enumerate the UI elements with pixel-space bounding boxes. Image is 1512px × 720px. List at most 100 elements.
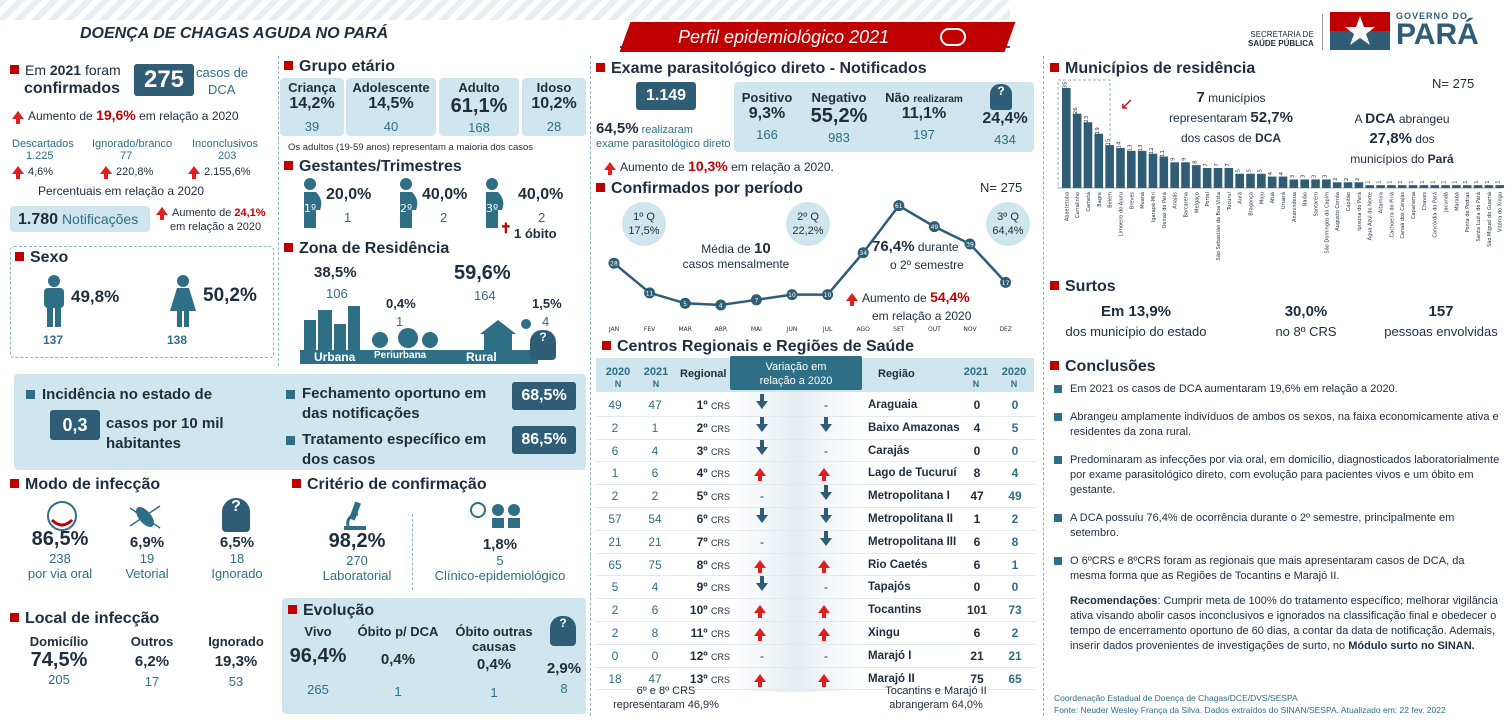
notificacoes-box: 1.780 Notificações bbox=[10, 206, 150, 232]
bar-value-label: 1 bbox=[1366, 180, 1372, 184]
bar bbox=[1495, 185, 1505, 188]
gov-logo-text: GOVERNO DO PARÁ bbox=[1396, 11, 1479, 51]
people-icon bbox=[940, 28, 966, 46]
bar-value-label: 3 bbox=[1322, 174, 1328, 178]
cell-crs: 9º CRS bbox=[696, 580, 730, 595]
bar-value-label: 9 bbox=[1181, 157, 1187, 161]
cell-2021: 6 bbox=[651, 603, 659, 618]
x-tick-label: Breves bbox=[1129, 192, 1135, 209]
x-tick-label: Santarém bbox=[1313, 192, 1320, 216]
cell-2020-reg: 65 bbox=[1008, 671, 1022, 686]
criterio-section: Critério de confirmação 98,2% 270 Laborato… bbox=[292, 474, 586, 594]
data-label: 61 bbox=[895, 203, 903, 210]
x-tick-label: Cachoeira do Piriá bbox=[1388, 192, 1395, 237]
bar bbox=[1224, 168, 1234, 188]
x-tick-label: Anajás bbox=[1172, 192, 1179, 209]
data-label: 28 bbox=[610, 261, 618, 268]
bar bbox=[1278, 176, 1288, 188]
cell-2021-reg: 21 bbox=[970, 648, 984, 663]
city-rural-illustration bbox=[300, 304, 538, 367]
pregnant-icon: 2º bbox=[394, 178, 420, 231]
table-row: 2 2 5º CRS - Metropolitana I 47 49 bbox=[596, 485, 1036, 508]
cell-var-regional bbox=[752, 622, 772, 645]
bar-value-label: 1 bbox=[1442, 180, 1448, 184]
cell-2021: 0 bbox=[651, 648, 659, 663]
table-row: 21 21 7º CRS - Metropolitana III 6 8 bbox=[596, 530, 1036, 554]
cell-var-regiao: - bbox=[816, 394, 836, 417]
cell-var-regional bbox=[752, 416, 772, 440]
table-row: 2 1 2º CRS Baixo Amazonas 4 5 bbox=[596, 416, 1036, 440]
cell-2020-reg: 4 bbox=[1011, 466, 1019, 481]
cell-crs: 2º CRS bbox=[696, 420, 730, 435]
data-point bbox=[964, 238, 976, 250]
cell-2020: 1 bbox=[611, 466, 619, 481]
bar-value-label: 26 bbox=[1073, 107, 1079, 114]
bar-value-label: 23 bbox=[1084, 115, 1090, 122]
cell-2020: 21 bbox=[608, 534, 622, 549]
arrow-up-icon bbox=[754, 468, 766, 482]
cell-2021: 6 bbox=[651, 466, 659, 481]
cell-2021-reg: 6 bbox=[973, 534, 981, 549]
bar bbox=[1202, 168, 1212, 188]
cell-2021-reg: 1 bbox=[973, 512, 981, 526]
pregnant-icon: 1º bbox=[298, 178, 324, 231]
x-tick-label: Bagre bbox=[1097, 192, 1103, 207]
cell-crs: 4º CRS bbox=[696, 466, 730, 481]
bar-value-label: 8 bbox=[1192, 160, 1198, 164]
arrow-down-icon bbox=[756, 416, 768, 432]
arrow-icon: ↙ bbox=[1120, 96, 1134, 113]
x-tick-label: Cametá bbox=[1085, 192, 1092, 212]
bar bbox=[1159, 156, 1169, 188]
x-tick-label: Portel bbox=[1205, 192, 1211, 206]
cell-regiao: Xingu bbox=[868, 627, 900, 639]
bar bbox=[1072, 113, 1082, 188]
cell-regiao: Tocantins bbox=[868, 604, 922, 617]
bar bbox=[1246, 173, 1255, 188]
bar-value-label: 1 bbox=[1496, 180, 1502, 184]
cell-var-regiao bbox=[816, 462, 836, 485]
bar-value-label: 1 bbox=[1474, 180, 1480, 184]
question-person-icon: ? bbox=[990, 84, 1012, 110]
cell-regiao: Rio Caetés bbox=[868, 558, 928, 571]
cell-var-regional: - bbox=[752, 645, 772, 668]
cell-regiao: Tapajós bbox=[868, 581, 911, 594]
no-change-label: - bbox=[824, 648, 828, 663]
cell-2021-reg: 6 bbox=[973, 557, 981, 572]
insect-icon bbox=[128, 502, 162, 535]
cell-var-regiao bbox=[816, 485, 836, 508]
table-row: 5 4 9º CRS - Tapajós 0 0 bbox=[596, 576, 1036, 600]
x-tick-label: São Miguel do Guamá bbox=[1486, 192, 1493, 247]
cell-var-regional bbox=[752, 508, 772, 531]
bar bbox=[1235, 173, 1244, 188]
cell-2020-reg: 1 bbox=[1011, 557, 1019, 572]
x-tick-label: São Domingos do Capim bbox=[1324, 192, 1330, 254]
page-title: DOENÇA DE CHAGAS AGUDA NO PARÁ bbox=[80, 25, 389, 42]
modo-section: Modo de infecção ? 86,5% 238 por via oral … bbox=[10, 474, 278, 594]
bar bbox=[1322, 179, 1331, 188]
arrow-down-icon bbox=[756, 576, 768, 592]
cell-crs: 6º CRS bbox=[696, 512, 730, 526]
no-change-label: - bbox=[824, 443, 828, 458]
cell-regiao: Baixo Amazonas bbox=[868, 421, 960, 434]
sexo-section: Sexo 49,8% 137 50,2% 138 bbox=[10, 246, 274, 358]
bar-value-label: 9 bbox=[1171, 157, 1177, 161]
x-tick-label: Muaná bbox=[1139, 192, 1146, 209]
cell-var-regional: - bbox=[752, 485, 772, 508]
cell-2020: 2 bbox=[611, 489, 619, 504]
bar bbox=[1452, 185, 1461, 188]
svg-text:2º: 2º bbox=[400, 202, 412, 215]
header-stripes bbox=[0, 0, 1010, 20]
bar-value-label: 7 bbox=[1214, 163, 1220, 167]
incidencia-value: 0,3 bbox=[50, 410, 100, 440]
bar-value-label: 3 bbox=[1301, 174, 1307, 178]
x-tick-label: MAI bbox=[751, 326, 762, 333]
data-label: 49 bbox=[931, 224, 939, 231]
bar-value-label: 5 bbox=[1247, 168, 1253, 172]
cell-var-regiao bbox=[816, 622, 836, 645]
x-tick-label: JUL bbox=[822, 326, 833, 333]
table-row: 2 8 11º CRS Xingu 6 2 bbox=[596, 622, 1036, 645]
cell-var-regiao: - bbox=[816, 645, 836, 668]
cell-crs: 10º CRS bbox=[689, 603, 730, 618]
x-tick-label: ABR bbox=[715, 326, 727, 333]
cell-2021-reg: 0 bbox=[973, 398, 981, 412]
